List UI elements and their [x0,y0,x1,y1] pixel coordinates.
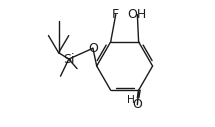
Text: O: O [132,98,142,111]
Text: H: H [127,95,135,105]
Text: OH: OH [128,8,147,21]
Text: O: O [88,42,98,55]
Text: Si: Si [63,53,75,66]
Text: F: F [112,8,119,21]
